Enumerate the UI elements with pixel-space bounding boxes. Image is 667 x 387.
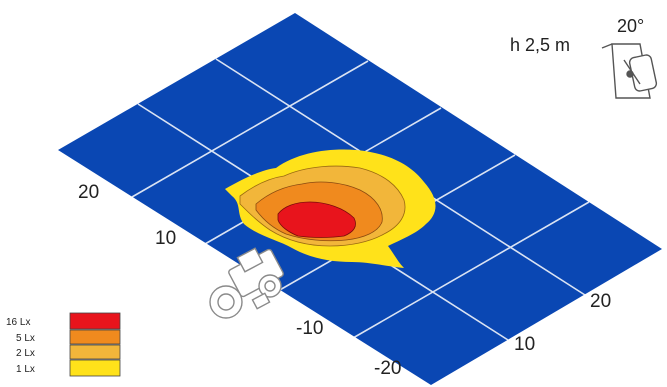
legend-swatch: [69, 312, 121, 330]
legend-label: 2 Lx: [16, 348, 35, 359]
work-lamp-icon: [601, 43, 658, 99]
tractor-icon: [209, 247, 284, 319]
legend-swatch: [69, 329, 121, 345]
left-axis-label: 10: [155, 228, 176, 249]
right-axis-labels: 20 10: [514, 291, 611, 355]
light-footprint: [225, 149, 436, 268]
right-axis-label: 20: [590, 291, 611, 312]
lux-legend: 16 Lx 5 Lx 2 Lx 1 Lx: [6, 312, 121, 377]
legend-label: 16 Lx: [6, 317, 30, 328]
legend-label: 5 Lx: [16, 333, 35, 344]
legend-swatch: [69, 359, 121, 377]
legend-swatch: [69, 344, 121, 360]
mounting-info: h 2,5 m 20°: [510, 16, 658, 99]
mounting-tilt: 20°: [617, 16, 644, 36]
mounting-height: h 2,5 m: [510, 35, 570, 55]
legend-label: 1 Lx: [16, 364, 35, 375]
left-axis-label: -10: [296, 318, 323, 339]
right-axis-label: 10: [514, 334, 535, 355]
left-axis-label: -20: [374, 358, 401, 379]
left-axis-label: 20: [78, 182, 99, 203]
contour-16-lx: [277, 201, 356, 238]
left-axis-labels: 20 10 -10 -20: [78, 182, 401, 379]
